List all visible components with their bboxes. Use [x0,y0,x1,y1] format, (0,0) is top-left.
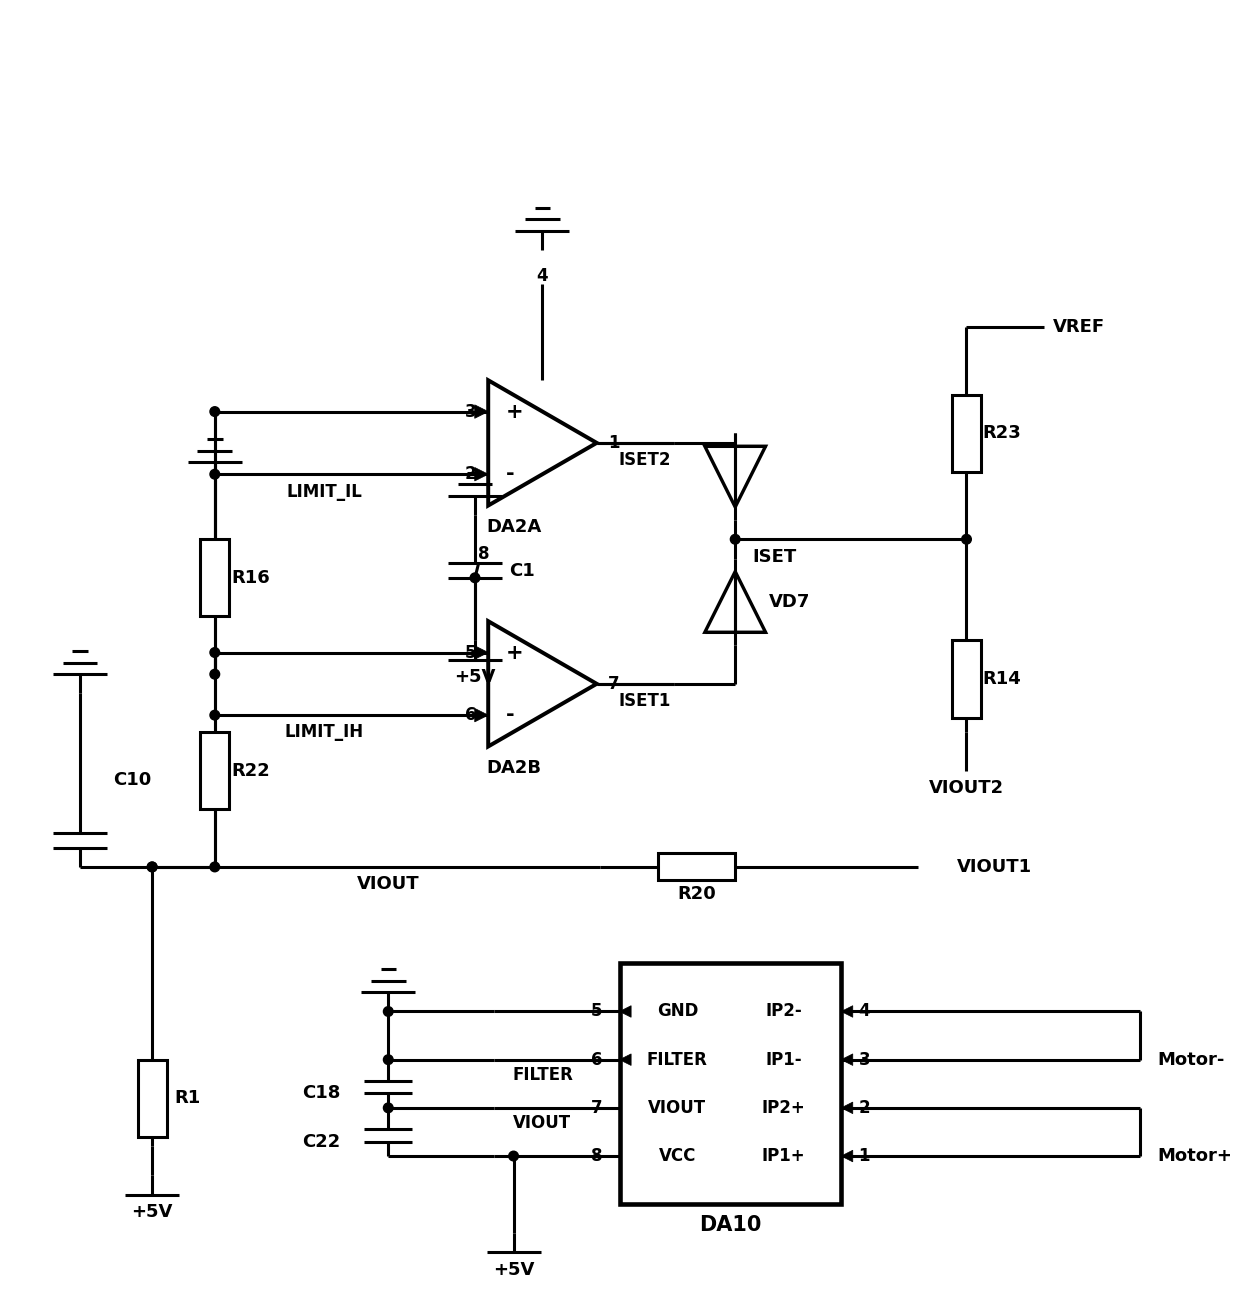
Text: ISET2: ISET2 [619,452,671,470]
Polygon shape [475,646,489,659]
Polygon shape [841,1150,853,1161]
Text: LIMIT_IH: LIMIT_IH [285,723,363,741]
Text: 3: 3 [858,1051,870,1069]
Text: R20: R20 [677,885,715,903]
Polygon shape [841,1054,853,1065]
Polygon shape [620,1006,631,1018]
Text: R1: R1 [175,1090,201,1107]
Polygon shape [841,1006,853,1018]
Text: DA2A: DA2A [486,518,541,536]
Text: R14: R14 [983,669,1022,688]
Polygon shape [620,1054,631,1065]
Circle shape [730,535,740,544]
Text: Motor-: Motor- [1157,1051,1225,1069]
Bar [620,963,841,1205]
Text: IP2-: IP2- [765,1002,802,1021]
Bar [952,394,981,472]
Text: IP1-: IP1- [765,1051,802,1069]
Text: VIOUT: VIOUT [357,876,419,894]
Text: +5V: +5V [492,1261,534,1279]
Text: VIOUT: VIOUT [649,1099,707,1117]
Bar [658,853,735,881]
Text: VD7: VD7 [769,592,810,611]
Text: 7: 7 [590,1099,603,1117]
Text: IP1+: IP1+ [761,1147,805,1165]
Circle shape [962,535,971,544]
Circle shape [210,863,219,872]
Text: C18: C18 [301,1084,340,1103]
Text: ISET: ISET [753,548,797,565]
Circle shape [210,647,219,658]
Bar [952,641,981,718]
Circle shape [210,470,219,479]
Text: +: + [506,402,523,422]
Text: R22: R22 [231,762,270,779]
Bar [201,732,229,809]
Text: VREF: VREF [1053,318,1105,337]
Text: FILTER: FILTER [512,1066,573,1084]
Text: 1: 1 [609,433,620,452]
Text: LIMIT_IL: LIMIT_IL [286,483,362,501]
Text: -: - [506,705,515,726]
Bar [201,539,229,616]
Text: 8: 8 [477,544,489,562]
Text: R23: R23 [983,424,1022,442]
Text: 4: 4 [858,1002,870,1021]
Text: 6: 6 [465,706,476,724]
Text: C10: C10 [114,771,151,790]
Text: +: + [506,642,523,663]
Circle shape [148,863,157,872]
Text: 2: 2 [858,1099,870,1117]
Circle shape [148,863,157,872]
Text: C22: C22 [301,1133,340,1151]
Circle shape [383,1103,393,1113]
Text: C1: C1 [508,562,534,579]
Text: +5V: +5V [131,1203,172,1221]
Circle shape [210,407,219,416]
Polygon shape [475,405,489,419]
Text: 7: 7 [609,675,620,693]
Circle shape [508,1151,518,1161]
Circle shape [210,710,219,720]
Text: 3: 3 [465,402,476,420]
Text: VIOUT1: VIOUT1 [957,857,1032,876]
Circle shape [383,1054,393,1065]
Text: Motor+: Motor+ [1157,1147,1233,1165]
Text: GND: GND [657,1002,698,1021]
Circle shape [470,573,480,582]
Text: +5V: +5V [454,668,496,686]
Text: 5: 5 [465,643,476,662]
Text: 6: 6 [590,1051,603,1069]
Text: VIOUT: VIOUT [513,1114,572,1133]
Circle shape [210,669,219,679]
Text: VIOUT2: VIOUT2 [929,779,1004,797]
Text: 1: 1 [858,1147,870,1165]
Text: 5: 5 [590,1002,603,1021]
Circle shape [383,1006,393,1017]
Text: 8: 8 [590,1147,603,1165]
Text: R16: R16 [231,569,270,587]
Polygon shape [841,1103,853,1113]
Text: DA2B: DA2B [486,758,541,776]
Text: IP2+: IP2+ [761,1099,805,1117]
Polygon shape [475,709,489,722]
Text: ISET1: ISET1 [619,692,671,710]
Bar [138,1060,166,1137]
Text: VCC: VCC [658,1147,696,1165]
Text: 2: 2 [465,465,476,483]
Text: FILTER: FILTER [647,1051,708,1069]
Text: DA10: DA10 [699,1215,761,1236]
Polygon shape [475,467,489,482]
Text: -: - [506,465,515,484]
Text: 4: 4 [537,266,548,284]
